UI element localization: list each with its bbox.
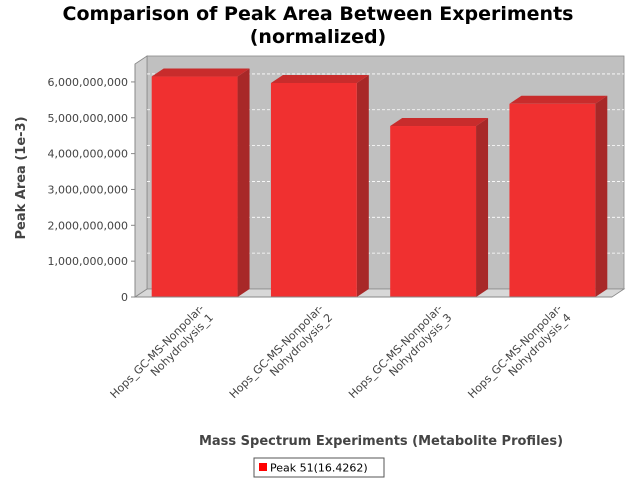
x-tick-label: Hops_GC-MS-Nonpolar-Nohydrolysis_4 <box>465 302 573 410</box>
y-tick-label: 2,000,000,000 <box>48 219 128 232</box>
bar-front <box>151 76 238 298</box>
bar-top <box>270 74 369 83</box>
bar-top <box>390 118 489 127</box>
bar <box>151 68 250 298</box>
bar <box>390 118 489 297</box>
bar <box>270 74 369 297</box>
y-tick-label: 3,000,000,000 <box>48 183 128 196</box>
y-axis-label: Peak Area (1e-3) <box>14 116 29 239</box>
x-tick-label: Hops_GC-MS-Nonpolar-Nohydrolysis_3 <box>346 302 454 410</box>
bar-front <box>270 82 357 297</box>
bar-side <box>356 74 369 297</box>
y-tick-label: 6,000,000,000 <box>48 76 128 89</box>
legend-entry: Peak 51(16.4262) <box>270 462 368 475</box>
legend: Peak 51(16.4262) <box>253 457 385 478</box>
legend-swatch <box>259 463 267 471</box>
y-tick-label: 1,000,000,000 <box>48 255 128 268</box>
plot-side-wall <box>134 55 148 298</box>
y-tick-label: 5,000,000,000 <box>48 112 128 125</box>
x-tick-label: Hops_GC-MS-Nonpolar-Nohydrolysis_2 <box>227 302 335 410</box>
legend-box <box>253 457 385 478</box>
x-tick-label-line: Hops_GC-MS-Nonpolar- <box>465 302 564 401</box>
chart-title-line2: (normalized) <box>250 26 387 48</box>
bar-top <box>151 68 250 77</box>
y-tick-label: 4,000,000,000 <box>48 148 128 161</box>
x-tick-label-line: Hops_GC-MS-Nonpolar- <box>227 302 326 401</box>
bar <box>509 95 608 297</box>
x-axis: Hops_GC-MS-Nonpolar-Nohydrolysis_1 Hops_G… <box>108 296 612 410</box>
bar-front <box>509 103 596 297</box>
bar-front <box>390 126 477 297</box>
x-axis-label: Mass Spectrum Experiments (Metabolite Pr… <box>199 434 563 449</box>
bar-side <box>595 95 608 297</box>
y-tick-label: 0 <box>121 291 128 304</box>
y-axis: 0 1,000,000,000 2,000,000,000 3,000,000,000… <box>48 64 136 304</box>
bar-side <box>237 68 250 298</box>
x-tick-label: Hops_GC-MS-Nonpolar-Nohydrolysis_1 <box>108 302 216 410</box>
bar-side <box>476 118 489 297</box>
chart-title-line1: Comparison of Peak Area Between Experime… <box>63 3 574 25</box>
bar-top <box>509 95 608 104</box>
bars <box>151 68 608 298</box>
x-tick-label-line: Hops_GC-MS-Nonpolar- <box>346 302 445 401</box>
x-tick-label-line: Hops_GC-MS-Nonpolar- <box>108 302 207 401</box>
